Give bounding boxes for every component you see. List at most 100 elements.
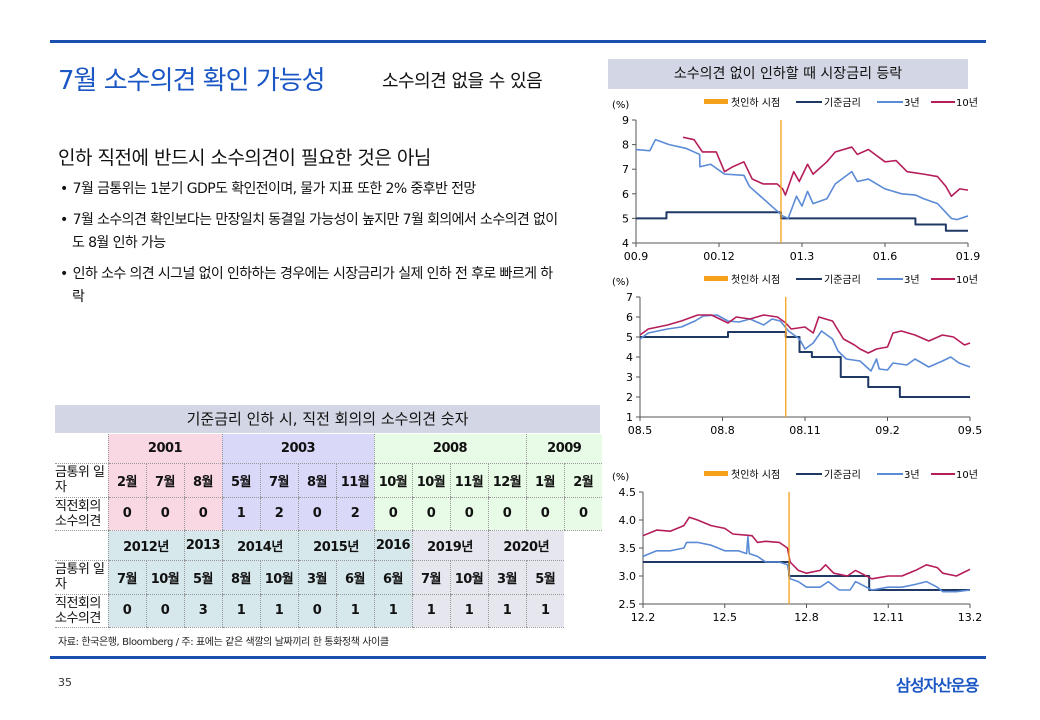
dissent-count-cell: 1: [221, 594, 260, 628]
month-cell: 2월: [563, 463, 602, 498]
dissent-count-cell: 0: [563, 497, 602, 531]
month-cell: 5월: [221, 463, 260, 498]
table-title: 기준금리 인하 시, 직전 회의의 소수의견 숫자: [55, 405, 600, 433]
legend-swatch-first-cut: [704, 276, 728, 281]
legend-swatch-first-cut: [704, 99, 728, 104]
year-cell: 2014년: [221, 531, 298, 561]
chart-2012-cycle: 2.5 3.0 3.5 4.0 4.5 12.2 12.5 12.8 12.11 13.2 (%) 첫…: [612, 468, 983, 624]
dissent-table-bottom: 2012년 2013 2014년 2015년 2016 2019년 2020년 금통위 일자 7…: [55, 531, 564, 628]
series-3y: [635, 138, 969, 221]
month-cell: 2월: [107, 463, 146, 498]
month-cell: 10월: [373, 463, 412, 498]
legend-label: 첫인하 시점: [731, 273, 780, 286]
series-10y: [682, 136, 969, 198]
x-tick-label: 08.5: [628, 424, 653, 437]
y-tick-label: 3.5: [619, 542, 637, 555]
month-cell: 5월: [525, 560, 564, 595]
series-base-rate: [643, 561, 970, 591]
year-cell: 2001: [107, 434, 222, 464]
x-tick-label: 12.2: [631, 611, 656, 624]
dissent-count-cell: 1: [259, 594, 298, 628]
year-cell: 2015년: [297, 531, 374, 561]
x-tick-label: 01.6: [873, 250, 898, 263]
legend-label: 3년: [904, 97, 920, 109]
y-tick-label: 2: [626, 391, 633, 404]
brand-logo: 삼성자산운용: [896, 676, 979, 695]
y-unit-label: (%): [612, 472, 629, 483]
legend-label: 3년: [904, 274, 920, 286]
dissent-count-cell: 0: [183, 497, 222, 531]
x-tick-label: 09.5: [958, 424, 983, 437]
legend-label: 10년: [956, 97, 978, 109]
top-divider: [50, 40, 986, 43]
dissent-count-cell: 0: [487, 497, 526, 531]
dissent-count-cell: 1: [411, 594, 450, 628]
month-cell: 7월: [411, 560, 450, 595]
y-tick-label: 4.0: [619, 514, 637, 527]
y-tick-label: 6: [622, 188, 629, 201]
y-unit-label: (%): [612, 277, 629, 288]
dissent-count-cell: 0: [449, 497, 488, 531]
month-cell: 10월: [145, 560, 184, 595]
dissent-count-cell: 0: [297, 594, 336, 628]
month-cell: 5월: [183, 560, 222, 595]
legend-label: 기준금리: [824, 469, 861, 481]
series-10y: [639, 314, 971, 354]
row-label-blank: [55, 531, 108, 561]
legend-label: 첫인하 시점: [731, 468, 780, 481]
month-cell: 10월: [411, 463, 450, 498]
row-label-date: 금통위 일자: [55, 463, 108, 498]
bullet-list: 7월 금통위는 1분기 GDP도 확인전이며, 물가 지표 또한 2% 중후반 …: [58, 178, 558, 317]
dissent-count-cell: 0: [525, 497, 564, 531]
dissent-count-cell: 1: [449, 594, 488, 628]
chart-2008-cycle: 1 2 3 4 5 6 7 08.5 08.8 08.11 09.2 09.5 (%) 첫인하 시점 기준금…: [612, 273, 983, 437]
year-cell: 2013: [183, 531, 222, 561]
month-cell: 10월: [449, 560, 488, 595]
y-tick-label: 5: [626, 331, 633, 344]
dissent-count-cell: 0: [373, 497, 412, 531]
dissent-count-cell: 1: [373, 594, 412, 628]
bullet-item: 7월 금통위는 1분기 GDP도 확인전이며, 물가 지표 또한 2% 중후반 …: [58, 178, 558, 201]
chart-2000-cycle: 4 5 6 7 8 9 00.9 00.12 01.3 01.6 01.9 (%) 첫인하 시점 기준금리…: [612, 96, 981, 263]
y-tick-label: 9: [622, 114, 629, 127]
x-tick-label: 13.2: [958, 611, 983, 624]
year-cell: 2003: [221, 434, 374, 464]
legend-label: 첫인하 시점: [731, 96, 780, 109]
year-cell: 2019년: [411, 531, 488, 561]
legend-label: 10년: [956, 274, 978, 286]
y-unit-label: (%): [612, 100, 629, 111]
month-cell: 3월: [297, 560, 336, 595]
x-tick-label: 00.12: [703, 250, 735, 263]
page-subtitle: 소수의견 없을 수 있음: [382, 71, 543, 92]
dissent-count-cell: 0: [411, 497, 450, 531]
year-cell: 2016: [373, 531, 412, 561]
x-tick-label: 12.8: [794, 611, 819, 624]
y-tick-label: 5: [622, 212, 629, 225]
y-tick-label: 8: [622, 139, 629, 152]
x-tick-label: 08.11: [789, 424, 821, 437]
dissent-count-cell: 1: [335, 594, 374, 628]
y-tick-label: 7: [622, 163, 629, 176]
month-cell: 8월: [221, 560, 260, 595]
dissent-table-top: 2001 2003 2008 2009 금통위 일자 2월 7월 8월 5월 7월 8월 11월 10월…: [55, 434, 602, 531]
bottom-divider: [50, 656, 986, 659]
legend-label: 10년: [956, 469, 978, 481]
y-tick-label: 4: [622, 237, 629, 250]
y-tick-label: 3.0: [619, 570, 637, 583]
x-tick-label: 12.5: [713, 611, 738, 624]
dissent-count-cell: 0: [145, 594, 184, 628]
month-cell: 7월: [145, 463, 184, 498]
y-tick-label: 2.5: [619, 598, 637, 611]
series-3y: [639, 314, 971, 372]
dissent-count-cell: 3: [183, 594, 222, 628]
x-tick-label: 01.9: [956, 250, 981, 263]
dissent-count-cell: 2: [259, 497, 298, 531]
y-tick-label: 7: [626, 291, 633, 304]
month-cell: 1월: [525, 463, 564, 498]
section-heading: 인하 직전에 반드시 소수의견이 필요한 것은 아님: [58, 147, 431, 169]
month-cell: 12월: [487, 463, 526, 498]
month-cell: 6월: [335, 560, 374, 595]
legend-label: 3년: [904, 469, 920, 481]
month-cell: 6월: [373, 560, 412, 595]
x-tick-label: 09.2: [875, 424, 900, 437]
